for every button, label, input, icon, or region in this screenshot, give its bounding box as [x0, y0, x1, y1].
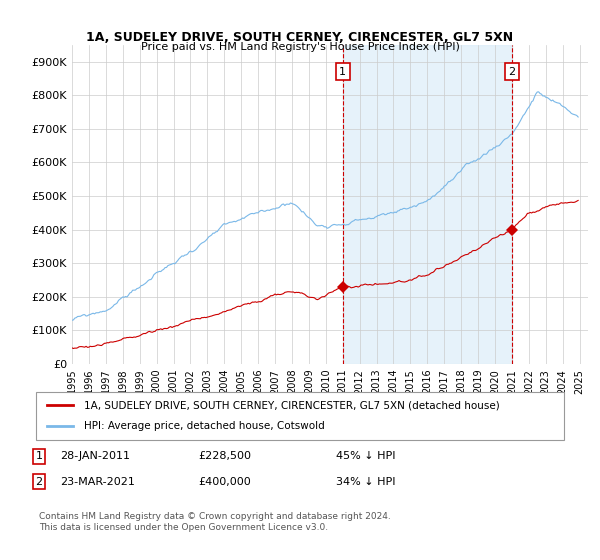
- Text: 1: 1: [339, 67, 346, 77]
- Text: 1A, SUDELEY DRIVE, SOUTH CERNEY, CIRENCESTER, GL7 5XN (detached house): 1A, SUDELEY DRIVE, SOUTH CERNEY, CIRENCE…: [83, 400, 499, 410]
- Text: 2: 2: [35, 477, 43, 487]
- Text: Contains HM Land Registry data © Crown copyright and database right 2024.
This d: Contains HM Land Registry data © Crown c…: [39, 512, 391, 532]
- Text: 1: 1: [35, 451, 43, 461]
- Bar: [343, 45, 512, 364]
- Text: 1A, SUDELEY DRIVE, SOUTH CERNEY, CIRENCESTER, GL7 5XN: 1A, SUDELEY DRIVE, SOUTH CERNEY, CIRENCE…: [86, 31, 514, 44]
- FancyBboxPatch shape: [36, 392, 564, 440]
- Text: 28-JAN-2011: 28-JAN-2011: [60, 451, 130, 461]
- Text: 23-MAR-2021: 23-MAR-2021: [60, 477, 135, 487]
- Text: 2: 2: [508, 67, 515, 77]
- Text: £400,000: £400,000: [198, 477, 251, 487]
- Text: HPI: Average price, detached house, Cotswold: HPI: Average price, detached house, Cots…: [83, 421, 324, 431]
- Text: 34% ↓ HPI: 34% ↓ HPI: [336, 477, 395, 487]
- Text: Price paid vs. HM Land Registry's House Price Index (HPI): Price paid vs. HM Land Registry's House …: [140, 42, 460, 52]
- Text: 45% ↓ HPI: 45% ↓ HPI: [336, 451, 395, 461]
- Text: £228,500: £228,500: [198, 451, 251, 461]
